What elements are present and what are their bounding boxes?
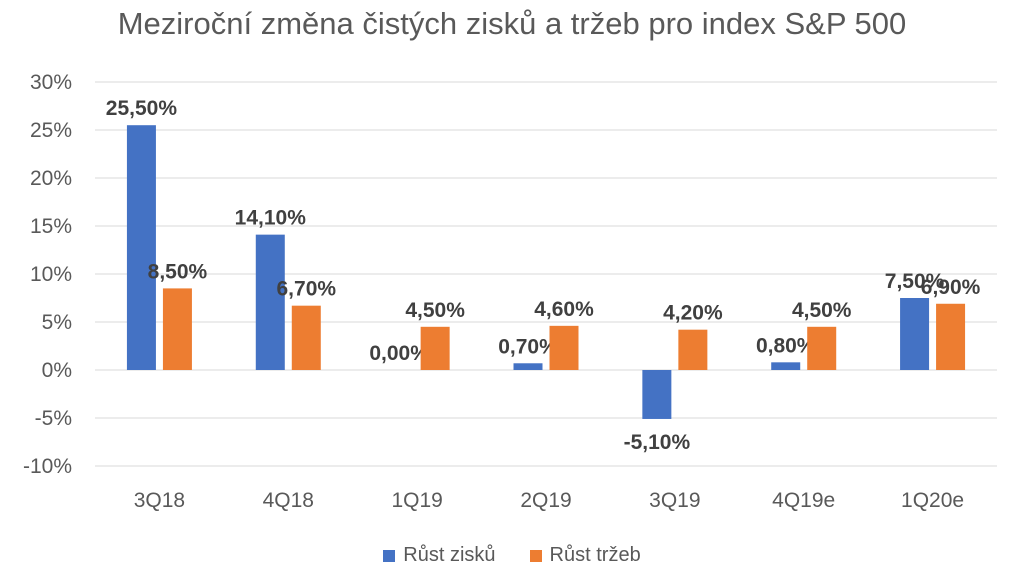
- x-tick-label: 3Q19: [649, 489, 700, 512]
- y-tick-label: 10%: [30, 263, 72, 286]
- legend-swatch-earnings: [383, 549, 396, 562]
- data-label-earnings: 25,50%: [106, 97, 178, 120]
- y-tick-label: -10%: [23, 455, 72, 478]
- bar-revenue: [936, 303, 966, 370]
- data-label-earnings: 0,70%: [498, 335, 558, 358]
- y-tick-label: 30%: [30, 71, 72, 94]
- x-tick-label: 2Q19: [520, 489, 571, 512]
- y-tick-label: 25%: [30, 119, 72, 142]
- bar-earnings: [255, 234, 285, 370]
- bar-earnings: [900, 298, 930, 370]
- bar-earnings: [126, 125, 156, 370]
- bar-revenue: [678, 329, 708, 370]
- y-tick-label: 5%: [42, 311, 72, 334]
- data-label-revenue: 4,50%: [792, 299, 852, 322]
- x-tick-label: 4Q19e: [772, 489, 835, 512]
- legend: Růst zisků Růst tržeb: [0, 544, 1024, 567]
- y-tick-label: 20%: [30, 167, 72, 190]
- data-label-earnings: -5,10%: [624, 431, 691, 454]
- data-label-revenue: 6,90%: [921, 276, 981, 299]
- data-label-earnings: 0,80%: [756, 334, 816, 357]
- data-label-earnings: 0,00%: [369, 342, 429, 365]
- legend-item-earnings: Růst zisků: [383, 544, 496, 567]
- bar-revenue: [420, 326, 450, 370]
- data-label-revenue: 6,70%: [277, 278, 337, 301]
- bar-revenue: [549, 325, 579, 370]
- data-label-revenue: 8,50%: [148, 260, 208, 283]
- x-tick-label: 1Q20e: [901, 489, 964, 512]
- bar-revenue: [162, 288, 192, 370]
- bar-revenue: [807, 326, 837, 370]
- legend-item-revenue: Růst tržeb: [529, 544, 641, 567]
- x-tick-label: 1Q19: [391, 489, 442, 512]
- data-label-revenue: 4,20%: [663, 302, 723, 325]
- y-tick-label: -5%: [35, 407, 72, 430]
- data-label-revenue: 4,60%: [534, 298, 594, 321]
- data-label-earnings: 14,10%: [235, 207, 307, 230]
- bar-earnings: [771, 362, 801, 370]
- y-tick-label: 15%: [30, 215, 72, 238]
- data-label-revenue: 4,50%: [405, 299, 465, 322]
- x-tick-label: 3Q18: [134, 489, 185, 512]
- chart-title: Meziroční změna čistých zisků a tržeb pr…: [117, 6, 907, 41]
- bar-earnings: [642, 370, 672, 419]
- y-tick-label: 0%: [42, 359, 72, 382]
- x-tick-label: 4Q18: [263, 489, 314, 512]
- bar-earnings: [513, 363, 543, 370]
- legend-label-earnings: Růst zisků: [403, 544, 496, 566]
- data-label-earnings: 7,50%: [885, 270, 945, 293]
- legend-swatch-revenue: [529, 549, 542, 562]
- legend-label-revenue: Růst tržeb: [549, 544, 641, 566]
- bar-revenue: [291, 305, 321, 370]
